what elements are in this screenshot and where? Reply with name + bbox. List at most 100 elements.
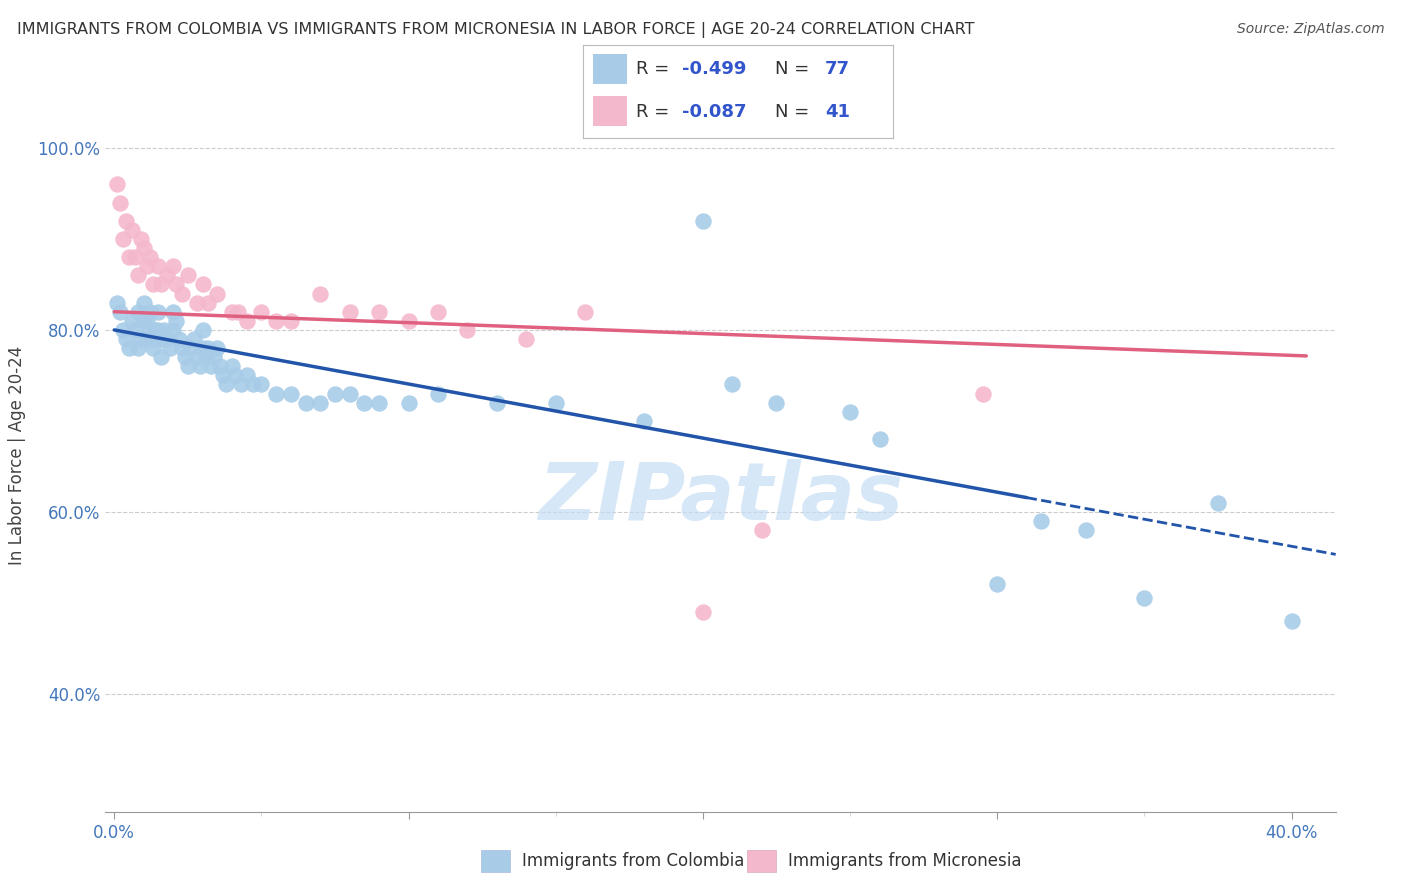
Point — [200, 359, 222, 374]
Point — [153, 323, 176, 337]
Text: N =: N = — [775, 61, 815, 78]
Point — [751, 523, 773, 537]
Point — [118, 250, 141, 264]
Point — [170, 286, 193, 301]
Point — [191, 277, 214, 292]
Point — [156, 332, 179, 346]
Point — [309, 286, 332, 301]
Point — [165, 277, 187, 292]
Point — [1133, 591, 1156, 606]
Point — [156, 268, 179, 283]
Point — [221, 304, 243, 318]
Point — [148, 260, 170, 274]
Text: 41: 41 — [825, 103, 849, 120]
Point — [115, 214, 138, 228]
Point — [150, 350, 173, 364]
Y-axis label: In Labor Force | Age 20-24: In Labor Force | Age 20-24 — [8, 345, 27, 565]
Point — [280, 314, 302, 328]
Point — [721, 377, 744, 392]
Point — [170, 341, 193, 355]
Point — [224, 368, 246, 383]
Point — [368, 395, 391, 409]
Point — [197, 341, 219, 355]
Point — [191, 323, 214, 337]
Point — [145, 323, 167, 337]
Point — [633, 414, 655, 428]
Point — [427, 304, 450, 318]
Point — [339, 386, 361, 401]
Point — [159, 341, 181, 355]
Point — [174, 350, 197, 364]
Point — [165, 314, 187, 328]
Point — [138, 250, 160, 264]
Point — [127, 341, 149, 355]
Point — [264, 386, 287, 401]
Point — [1074, 523, 1097, 537]
Point — [574, 304, 596, 318]
Point — [141, 341, 163, 355]
Point — [1206, 496, 1229, 510]
Text: 77: 77 — [825, 61, 849, 78]
Point — [108, 304, 131, 318]
Point — [141, 332, 163, 346]
Point — [148, 304, 170, 318]
Point — [207, 286, 229, 301]
Text: IMMIGRANTS FROM COLOMBIA VS IMMIGRANTS FROM MICRONESIA IN LABOR FORCE | AGE 20-2: IMMIGRANTS FROM COLOMBIA VS IMMIGRANTS F… — [17, 22, 974, 38]
Point — [118, 341, 141, 355]
Point — [121, 314, 143, 328]
Point — [1281, 614, 1303, 628]
Point — [226, 304, 249, 318]
Point — [124, 323, 146, 337]
Point — [112, 232, 135, 246]
Point — [229, 377, 252, 392]
Point — [197, 295, 219, 310]
Point — [456, 323, 478, 337]
Point — [869, 432, 891, 446]
Point — [250, 304, 273, 318]
Point — [162, 304, 184, 318]
Point — [108, 195, 131, 210]
Point — [132, 295, 155, 310]
Point — [339, 304, 361, 318]
Point — [207, 341, 229, 355]
Point — [183, 332, 205, 346]
Point — [235, 368, 257, 383]
Bar — [747, 849, 776, 872]
Text: R =: R = — [636, 103, 675, 120]
Point — [177, 359, 200, 374]
Point — [127, 268, 149, 283]
Point — [135, 332, 157, 346]
Point — [150, 277, 173, 292]
Point — [692, 214, 714, 228]
Point — [105, 178, 128, 192]
Point — [986, 577, 1008, 591]
Point — [323, 386, 346, 401]
Text: Source: ZipAtlas.com: Source: ZipAtlas.com — [1237, 22, 1385, 37]
Point — [209, 359, 232, 374]
Point — [112, 323, 135, 337]
Point — [242, 377, 264, 392]
Text: -0.499: -0.499 — [682, 61, 747, 78]
Point — [544, 395, 567, 409]
Point — [972, 386, 994, 401]
Point — [121, 223, 143, 237]
Point — [150, 332, 173, 346]
Text: Immigrants from Micronesia: Immigrants from Micronesia — [787, 852, 1021, 870]
Point — [177, 268, 200, 283]
Bar — [593, 54, 627, 84]
Point — [132, 241, 155, 255]
Point — [115, 332, 138, 346]
Point — [148, 323, 170, 337]
Point — [135, 314, 157, 328]
Point — [353, 395, 375, 409]
Point — [212, 368, 235, 383]
Point — [138, 304, 160, 318]
Point — [127, 304, 149, 318]
Text: ZIPatlas: ZIPatlas — [538, 458, 903, 537]
Point — [141, 277, 163, 292]
Bar — [481, 849, 510, 872]
Point — [309, 395, 332, 409]
Point — [162, 323, 184, 337]
Point — [235, 314, 257, 328]
Point — [368, 304, 391, 318]
